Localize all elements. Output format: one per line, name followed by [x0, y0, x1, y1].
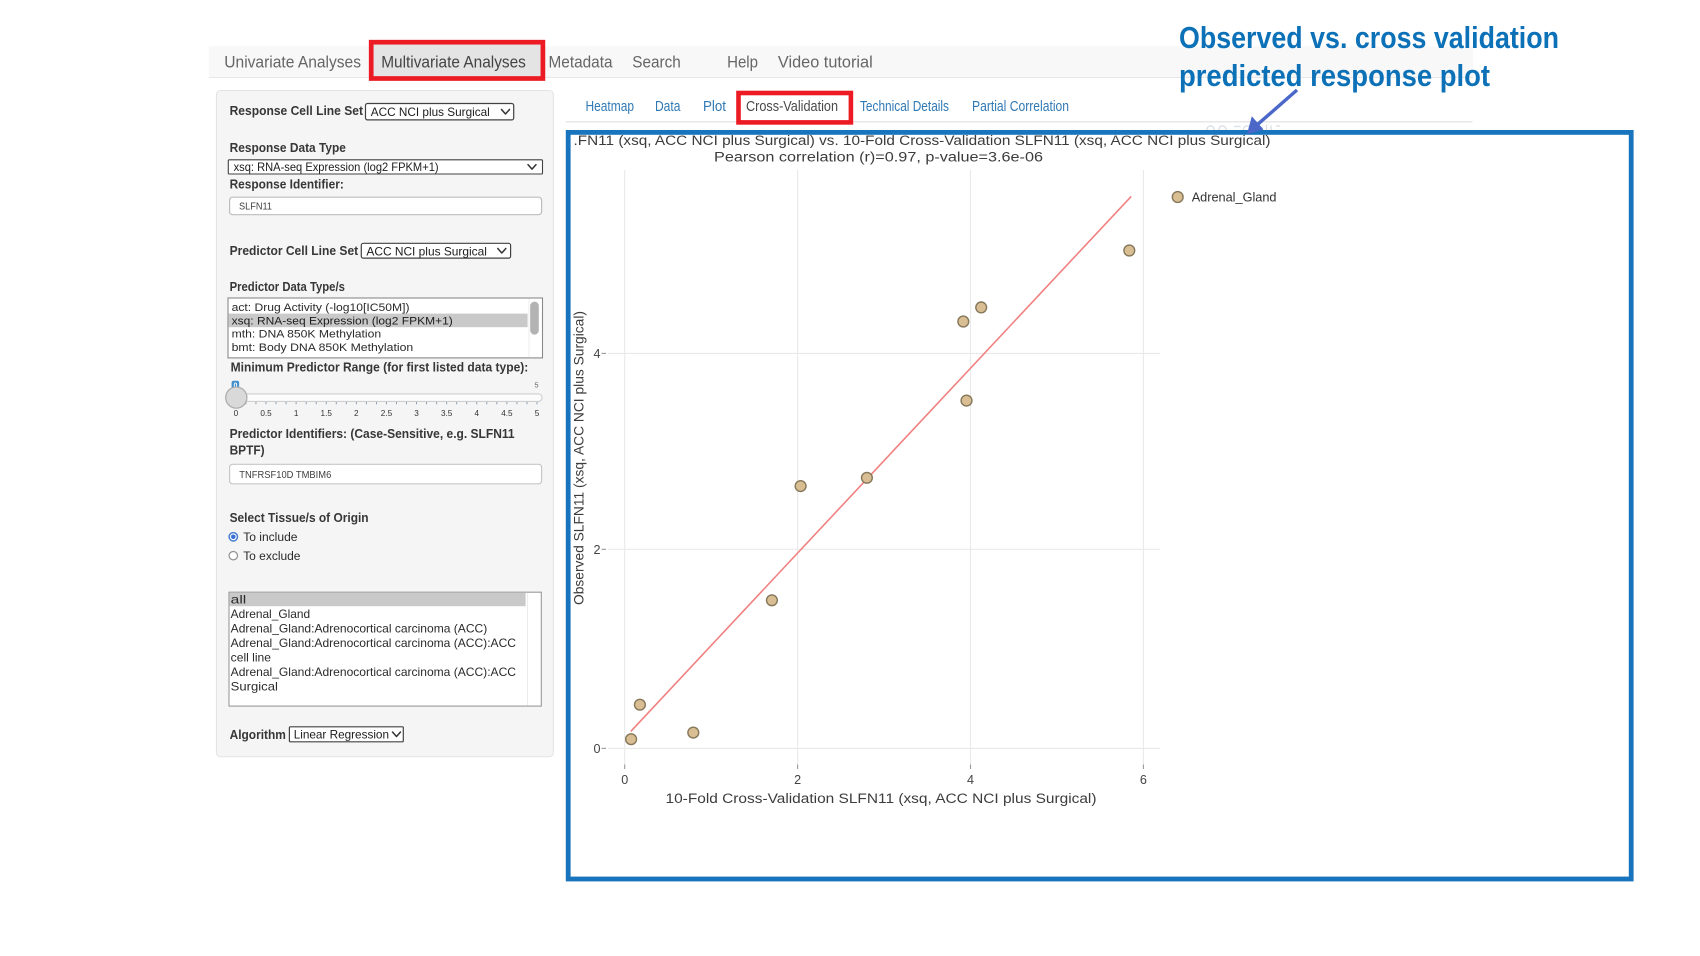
svg-text:0: 0 [233, 383, 237, 390]
svg-text:0: 0 [234, 409, 239, 418]
svg-text:Adrenal_Gland: Adrenal_Gland [231, 608, 310, 621]
svg-text:5: 5 [535, 409, 540, 418]
svg-text:predicted response plot: predicted response plot [1179, 59, 1490, 93]
svg-text:Observed vs. cross validation: Observed vs. cross validation [1179, 21, 1559, 55]
svg-text:Minimum Predictor Range (for f: Minimum Predictor Range (for first liste… [231, 360, 529, 375]
svg-text:5: 5 [534, 381, 538, 390]
svg-text:2: 2 [794, 773, 801, 787]
svg-text:Plot: Plot [703, 98, 727, 115]
svg-text:6: 6 [1140, 773, 1147, 787]
svg-text:Pearson correlation (r)=0.97,: Pearson correlation (r)=0.97, p-value=3.… [714, 150, 1043, 165]
svg-text:3.5: 3.5 [441, 409, 453, 418]
svg-text:Technical Details: Technical Details [860, 98, 949, 115]
svg-text:cell line: cell line [231, 651, 271, 664]
svg-text:0: 0 [621, 773, 628, 787]
svg-text:10-Fold Cross-Validation SLFN1: 10-Fold Cross-Validation SLFN11 (xsq, AC… [666, 791, 1097, 806]
svg-text:Univariate Analyses: Univariate Analyses [224, 54, 361, 72]
svg-text:Heatmap: Heatmap [586, 98, 635, 115]
svg-text:BPTF): BPTF) [230, 442, 265, 457]
svg-text:Partial Correlation: Partial Correlation [972, 98, 1069, 115]
svg-text:Search: Search [632, 54, 681, 72]
svg-text:Response Cell Line Set: Response Cell Line Set [230, 103, 364, 118]
svg-text:2.5: 2.5 [381, 409, 393, 418]
svg-text:2: 2 [593, 543, 600, 557]
svg-text:Linear Regression: Linear Regression [294, 728, 389, 742]
svg-text:To include: To include [243, 530, 297, 544]
svg-text:2: 2 [354, 409, 359, 418]
svg-text:Metadata: Metadata [549, 54, 614, 72]
svg-text:.FN11 (xsq, ACC NCI plus Surgi: .FN11 (xsq, ACC NCI plus Surgical) vs. 1… [574, 133, 1271, 148]
svg-text:Data: Data [655, 98, 681, 115]
svg-text:ACC NCI plus Surgical: ACC NCI plus Surgical [366, 245, 487, 259]
svg-text:Predictor Data Type/s: Predictor Data Type/s [230, 279, 345, 294]
svg-text:xsq: RNA-seq Expression (log2: xsq: RNA-seq Expression (log2 FPKM+1) [234, 161, 439, 174]
svg-text:To exclude: To exclude [243, 549, 300, 563]
svg-text:act: Drug Activity (-log10[IC5: act: Drug Activity (-log10[IC50M]) [232, 302, 410, 314]
svg-text:ACC NCI plus Surgical: ACC NCI plus Surgical [371, 105, 490, 119]
svg-text:Observed SLFN11 (xsq, ACC NCI: Observed SLFN11 (xsq, ACC NCI plus Surgi… [572, 311, 587, 605]
svg-text:Predictor Cell Line Set: Predictor Cell Line Set [230, 243, 359, 258]
svg-text:4: 4 [967, 773, 974, 787]
svg-text:Multivariate Analyses: Multivariate Analyses [381, 54, 526, 72]
svg-text:TNFRSF10D TMBIM6: TNFRSF10D TMBIM6 [239, 470, 332, 481]
svg-text:SLFN11: SLFN11 [239, 201, 272, 212]
svg-text:Adrenal_Gland: Adrenal_Gland [1192, 190, 1277, 205]
svg-text:Adrenal_Gland:Adrenocortical c: Adrenal_Gland:Adrenocortical carcinoma (… [231, 666, 516, 679]
svg-text:Cross-Validation: Cross-Validation [746, 98, 838, 115]
svg-text:0.5: 0.5 [260, 409, 272, 418]
svg-text:4: 4 [474, 409, 479, 418]
svg-text:Response Identifier:: Response Identifier: [230, 177, 344, 192]
svg-text:mth: DNA 850K Methylation: mth: DNA 850K Methylation [232, 329, 382, 341]
svg-text:Algorithm: Algorithm [230, 727, 286, 742]
svg-text:Response Data Type: Response Data Type [230, 140, 346, 155]
svg-text:Video tutorial: Video tutorial [778, 54, 873, 72]
svg-text:bmt: Body DNA 850K Methylation: bmt: Body DNA 850K Methylation [232, 342, 414, 354]
svg-text:1.5: 1.5 [321, 409, 333, 418]
svg-text:3: 3 [414, 409, 419, 418]
svg-text:Surgical: Surgical [231, 680, 278, 693]
svg-text:Adrenal_Gland:Adrenocortical c: Adrenal_Gland:Adrenocortical carcinoma (… [231, 622, 488, 635]
svg-text:Select Tissue/s of Origin: Select Tissue/s of Origin [230, 510, 369, 525]
svg-text:0: 0 [593, 742, 600, 756]
svg-text:xsq: RNA-seq Expression (log2: xsq: RNA-seq Expression (log2 FPKM+1) [232, 315, 453, 327]
svg-text:Help: Help [727, 54, 758, 72]
svg-text:4.5: 4.5 [501, 409, 513, 418]
svg-text:Adrenal_Gland:Adrenocortical c: Adrenal_Gland:Adrenocortical carcinoma (… [231, 637, 516, 650]
svg-text:1: 1 [294, 409, 299, 418]
svg-text:4: 4 [593, 347, 600, 361]
svg-text:all: all [231, 593, 247, 606]
svg-text:Predictor Identifiers: (Case-S: Predictor Identifiers: (Case-Sensitive, … [230, 426, 516, 441]
